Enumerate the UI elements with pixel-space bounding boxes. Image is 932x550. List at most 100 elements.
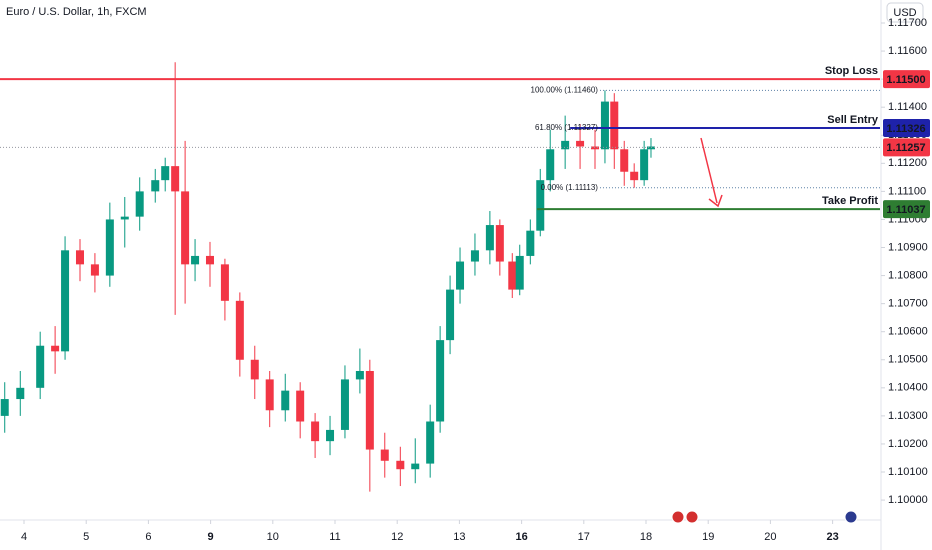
candle-body [355,370,364,380]
candle-body [426,421,435,464]
candle-body [281,390,290,411]
candle-body [296,390,305,422]
candle-body [508,261,517,290]
event-icon[interactable] [844,510,858,524]
fib-label: 100.00% (1.11460) [531,85,599,94]
x-tick-label: 5 [83,531,89,543]
x-tick-label: 9 [208,531,214,543]
candle-body [436,340,445,422]
candle-body [411,463,420,470]
level-name: Stop Loss [825,65,878,77]
x-tick-label: 17 [578,531,590,543]
candle-body [161,166,170,181]
chart-title: Euro / U.S. Dollar, 1h, FXCM [6,6,147,18]
price-tag [883,138,930,157]
candle-body [630,171,639,181]
candle-body [326,429,335,442]
candle-body [340,379,349,430]
candle-body [181,191,190,265]
candle-body [120,216,129,220]
y-tick-label: 1.10600 [888,326,928,338]
candle-body [576,140,585,147]
price-tag [883,70,930,89]
y-tick-label: 1.10300 [888,410,928,422]
candle-body [250,359,259,380]
candle-body [446,289,455,341]
candle-body [495,225,504,262]
candle-body [171,166,180,192]
x-tick-label: 12 [391,531,403,543]
x-tick-label: 6 [145,531,151,543]
candle-body [546,149,555,181]
candle-body [591,146,600,150]
x-tick-label: 11 [329,531,340,543]
plot [0,62,880,492]
candle-body [105,219,114,276]
overlay [671,137,858,524]
candle-body [135,191,144,217]
price-tag-label: 1.11037 [886,204,925,216]
candle-body [526,230,535,256]
candle-body [380,449,389,461]
candle-body [36,345,45,388]
candle-body [600,101,609,150]
fib-label: 61.80% (1.11327) [535,123,598,132]
fib-label: 0.00% (1.11113) [541,183,599,192]
y-tick-label: 1.11600 [888,45,927,57]
y-tick-label: 1.10000 [888,494,928,506]
candle-body [51,345,60,352]
y-tick-label: 1.10800 [888,269,928,281]
candle-body [0,399,9,416]
event-icon[interactable] [685,510,699,524]
level-name: Sell Entry [827,114,879,126]
y-tick-label: 1.10100 [888,466,928,478]
y-tick-label: 1.11200 [888,157,927,169]
candle-body [485,225,494,251]
candle-body [365,370,374,450]
event-icon[interactable] [671,510,685,524]
y-tick-label: 1.10500 [888,354,928,366]
x-tick-label: 13 [453,531,465,543]
candle-body [16,387,25,400]
candle-body [311,421,320,442]
level-name: Take Profit [822,195,878,207]
x-tick-label: 23 [826,531,838,543]
currency-label[interactable]: USD [893,7,916,19]
y-tick-label: 1.10700 [888,298,928,310]
y-tick-label: 1.11700 [888,17,927,29]
currency-button[interactable] [886,2,924,23]
candle-body [640,149,649,181]
price-tag-label: 1.11257 [886,142,925,154]
price-tag-label: 1.11500 [886,74,925,86]
candle-body [265,379,274,411]
forecast-arrow [700,137,718,204]
candle-body [536,180,545,231]
candle-body [561,140,570,150]
candle-body [220,264,229,301]
candle-body [470,250,479,262]
candle-body [205,255,214,265]
price-tag [883,118,930,137]
x-tick-label: 4 [21,531,27,543]
candle-body [90,264,99,276]
candle-body [61,250,70,352]
x-tick-label: 16 [515,531,527,543]
candle-body [620,149,629,172]
y-tick-label: 1.11100 [888,185,926,197]
x-tick-label: 20 [764,531,776,543]
x-tick-label: 18 [640,531,652,543]
price-tag [883,200,930,219]
forecast-arrow-head [708,194,723,208]
candle-body [610,101,619,150]
candle-body [235,300,244,360]
candle-body [646,146,655,150]
x-tick-label: 19 [702,531,714,543]
x-tick-label: 10 [267,531,279,543]
candle-body [396,460,405,470]
y-tick-label: 1.10900 [888,241,928,253]
candle-body [191,255,200,265]
y-tick-label: 1.10400 [888,382,928,394]
candle-body [456,261,465,290]
